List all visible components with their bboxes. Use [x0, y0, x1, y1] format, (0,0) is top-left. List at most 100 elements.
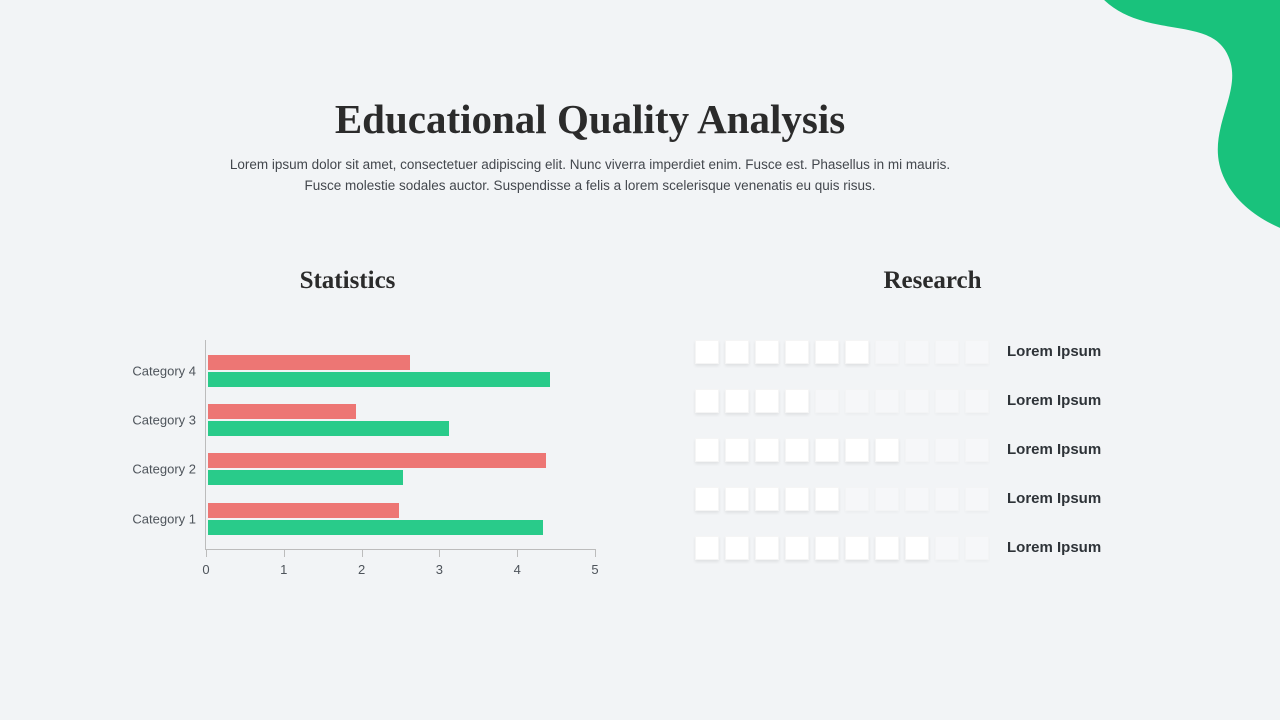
- chart-bar-series2: [208, 372, 550, 387]
- chart-xtick-label: 4: [514, 562, 521, 577]
- research-box: [725, 340, 749, 364]
- chart-category-row: Category 1: [206, 501, 595, 537]
- chart-category-row: Category 2: [206, 451, 595, 487]
- research-box: [905, 340, 929, 364]
- research-box: [845, 438, 869, 462]
- chart-category-label: Category 1: [101, 511, 196, 526]
- research-row: Lorem Ipsum: [695, 340, 1180, 364]
- research-box: [725, 487, 749, 511]
- chart-bar-series1: [208, 355, 410, 370]
- research-box: [965, 389, 989, 413]
- chart-bar-series2: [208, 520, 543, 535]
- research-box: [725, 389, 749, 413]
- research-box: [965, 438, 989, 462]
- research-box: [815, 536, 839, 560]
- research-row-label: Lorem Ipsum: [1007, 343, 1101, 360]
- research-box: [875, 487, 899, 511]
- research-box: [965, 487, 989, 511]
- chart-category-label: Category 4: [101, 364, 196, 379]
- research-box: [905, 536, 929, 560]
- chart-category-row: Category 3: [206, 402, 595, 438]
- research-box: [875, 438, 899, 462]
- research-box: [815, 340, 839, 364]
- research-box: [935, 438, 959, 462]
- research-box: [935, 536, 959, 560]
- research-box: [905, 438, 929, 462]
- research-box: [815, 438, 839, 462]
- research-box: [755, 389, 779, 413]
- chart-xtick-label: 5: [591, 562, 598, 577]
- chart-xtick-label: 2: [358, 562, 365, 577]
- chart-bar-series1: [208, 404, 356, 419]
- research-box: [785, 389, 809, 413]
- research-row: Lorem Ipsum: [695, 438, 1180, 462]
- research-row-label: Lorem Ipsum: [1007, 392, 1101, 409]
- research-box: [815, 487, 839, 511]
- research-row: Lorem Ipsum: [695, 389, 1180, 413]
- chart-category-label: Category 3: [101, 413, 196, 428]
- research-box: [755, 487, 779, 511]
- research-box: [755, 438, 779, 462]
- research-box: [785, 536, 809, 560]
- research-box: [845, 340, 869, 364]
- research-box: [965, 536, 989, 560]
- research-boxes: [695, 438, 989, 462]
- chart-bar-series1: [208, 453, 546, 468]
- statistics-panel: Statistics Category 4Category 3Category …: [100, 267, 595, 585]
- research-box: [845, 536, 869, 560]
- research-box: [695, 438, 719, 462]
- content-row: Statistics Category 4Category 3Category …: [0, 267, 1280, 585]
- chart-xtick: [362, 549, 363, 557]
- chart-bar-series2: [208, 470, 403, 485]
- chart-xtick: [284, 549, 285, 557]
- research-box: [875, 340, 899, 364]
- chart-xtick: [206, 549, 207, 557]
- research-box: [785, 487, 809, 511]
- research-panel: Research Lorem IpsumLorem IpsumLorem Ips…: [685, 267, 1180, 585]
- research-row: Lorem Ipsum: [695, 536, 1180, 560]
- page-title: Educational Quality Analysis: [100, 95, 1080, 143]
- research-box: [695, 340, 719, 364]
- research-row-label: Lorem Ipsum: [1007, 539, 1101, 556]
- research-row: Lorem Ipsum: [695, 487, 1180, 511]
- statistics-title: Statistics: [100, 267, 595, 295]
- research-boxes: [695, 536, 989, 560]
- research-box: [725, 536, 749, 560]
- chart-xtick: [517, 549, 518, 557]
- research-row-label: Lorem Ipsum: [1007, 490, 1101, 507]
- research-box: [695, 536, 719, 560]
- research-box: [725, 438, 749, 462]
- research-boxes: [695, 487, 989, 511]
- chart-xtick-label: 3: [436, 562, 443, 577]
- chart-xtick: [439, 549, 440, 557]
- research-row-label: Lorem Ipsum: [1007, 441, 1101, 458]
- chart-category-label: Category 2: [101, 462, 196, 477]
- chart-xtick-label: 1: [280, 562, 287, 577]
- research-body: Lorem Ipsum Lorem Ipsum Lorem Ipsum Lorem I…: [685, 340, 1180, 560]
- research-box: [935, 389, 959, 413]
- research-box: [755, 536, 779, 560]
- research-box: [965, 340, 989, 364]
- research-box: [905, 389, 929, 413]
- page-subtitle: Lorem ipsum dolor sit amet, consectetuer…: [210, 155, 970, 197]
- research-boxes: [695, 340, 989, 364]
- research-box: [905, 487, 929, 511]
- research-box: [785, 340, 809, 364]
- statistics-chart: Category 4 Category 3 Category 2 Category 1…: [100, 340, 595, 580]
- chart-bar-series2: [208, 421, 449, 436]
- research-box: [815, 389, 839, 413]
- research-box: [845, 389, 869, 413]
- chart-xtick: [595, 549, 596, 557]
- research-box: [695, 487, 719, 511]
- chart-xtick-label: 0: [202, 562, 209, 577]
- research-box: [785, 438, 809, 462]
- research-box: [845, 487, 869, 511]
- research-box: [935, 340, 959, 364]
- research-box: [875, 389, 899, 413]
- decorative-blob: [1020, 0, 1280, 260]
- research-box: [755, 340, 779, 364]
- chart-category-row: Category 4: [206, 353, 595, 389]
- research-box: [935, 487, 959, 511]
- research-box: [875, 536, 899, 560]
- chart-bar-series1: [208, 503, 399, 518]
